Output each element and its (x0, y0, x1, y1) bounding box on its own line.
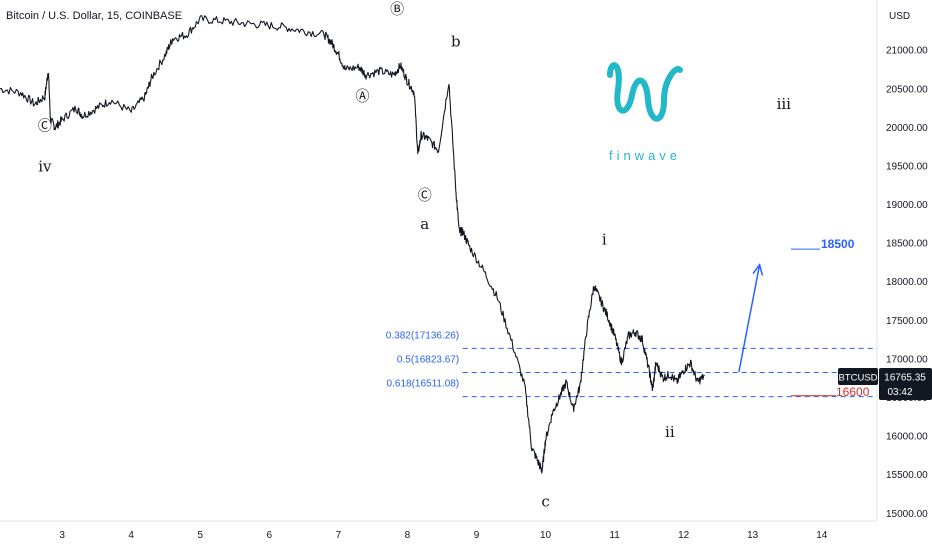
x-tick-label: 8 (405, 530, 411, 541)
wave-label: iv (38, 157, 52, 175)
y-tick-label: 19500.00 (886, 161, 928, 172)
y-tick-label: 19000.00 (886, 200, 928, 211)
y-tick-label: 15500.00 (886, 470, 928, 481)
wave-label: ii (665, 423, 675, 441)
y-tick-label: 18000.00 (886, 277, 928, 288)
x-tick-label: 9 (474, 530, 480, 541)
projection-arrow (738, 264, 761, 373)
countdown-label: 03:42 (887, 387, 912, 398)
wave-label: Ⓒ (38, 118, 52, 134)
y-tick-label: 21000.00 (886, 46, 928, 57)
finwave-logo-icon (607, 62, 683, 122)
x-tick-label: 3 (59, 530, 65, 541)
y-tick-label: 20500.00 (886, 84, 928, 95)
y-tick-label: 20000.00 (886, 123, 928, 134)
y-tick-label: 18500.00 (886, 239, 928, 250)
projection-arrow-head (752, 263, 764, 276)
wave-label: iii (777, 95, 792, 113)
x-tick-label: 11 (609, 530, 620, 541)
last-price-label: 16765.35 (884, 373, 926, 384)
finwave-logo-text: finwave (609, 148, 681, 163)
x-tick-label: 13 (747, 530, 759, 541)
x-tick-label: 14 (816, 530, 828, 541)
x-tick-label: 5 (197, 530, 203, 541)
wave-label: c (541, 492, 549, 510)
y-tick-label: 16000.00 (886, 432, 928, 443)
wave-label: Ⓐ (356, 89, 370, 105)
x-tick-label: 10 (540, 530, 552, 541)
support-label: 16600 (836, 385, 870, 399)
wave-label: b (451, 32, 461, 50)
x-tick-label: 12 (678, 530, 690, 541)
symbol-tag (838, 368, 878, 386)
symbol-tag-label: BTCUSD (838, 373, 877, 384)
price-series-line[interactable] (0, 15, 705, 474)
wave-label: Ⓒ (418, 188, 432, 204)
x-tick-label: 6 (267, 530, 273, 541)
x-tick-label: 4 (128, 530, 134, 541)
wave-label: a (420, 215, 429, 233)
fib-label: 0.5(16823.67) (397, 355, 459, 366)
y-tick-label: 17500.00 (886, 316, 928, 327)
last-price-tag (879, 368, 932, 401)
chart-title: Bitcoin / U.S. Dollar, 15, COINBASE (6, 10, 183, 22)
y-axis-unit: USD (889, 11, 910, 22)
fib-label: 0.382(17136.26) (386, 330, 459, 341)
fib-label: 0.618(16511.08) (387, 379, 460, 390)
wave-label: Ⓑ (390, 2, 404, 18)
wave-label: i (602, 231, 607, 249)
x-tick-label: 7 (336, 530, 342, 541)
y-tick-label: 17000.00 (886, 354, 928, 365)
y-tick-label: 15000.00 (886, 509, 928, 520)
target-label: 18500 (821, 237, 855, 251)
